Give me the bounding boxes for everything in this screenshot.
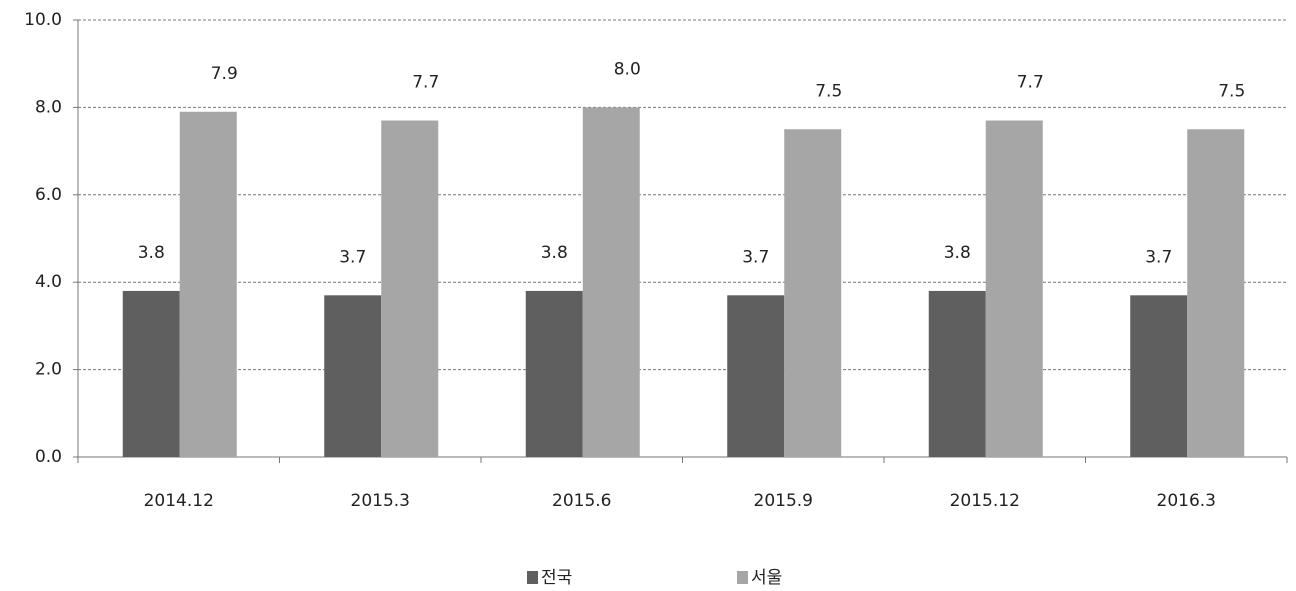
data-label: 8.0 xyxy=(614,59,641,79)
bar xyxy=(985,120,1043,457)
bar xyxy=(582,107,640,458)
x-tick-label: 2015.6 xyxy=(552,491,611,511)
bar xyxy=(381,120,439,457)
y-tick-label: 6.0 xyxy=(35,185,62,205)
bar xyxy=(928,290,986,457)
data-label: 3.8 xyxy=(541,243,568,263)
x-tick-label: 2016.3 xyxy=(1157,491,1216,511)
legend-swatch xyxy=(527,571,538,584)
legend-label: 전국 xyxy=(541,568,572,588)
x-tick-label: 2015.9 xyxy=(754,491,813,511)
y-tick-label: 2.0 xyxy=(35,360,62,380)
data-label: 3.7 xyxy=(742,247,769,267)
data-label: 3.8 xyxy=(944,243,971,263)
bar xyxy=(179,111,237,458)
x-tick-label: 2015.3 xyxy=(351,491,410,511)
data-label: 7.5 xyxy=(815,81,842,101)
data-label: 7.7 xyxy=(1017,73,1044,93)
bar xyxy=(525,290,583,457)
y-tick-label: 8.0 xyxy=(35,97,62,117)
y-tick-label: 10.0 xyxy=(24,10,62,30)
y-tick-label: 0.0 xyxy=(35,447,62,467)
bar xyxy=(1130,295,1188,457)
data-label: 7.7 xyxy=(412,73,439,93)
data-label: 7.5 xyxy=(1218,81,1245,101)
bar xyxy=(122,290,180,457)
legend-swatch xyxy=(737,571,748,584)
data-label: 3.7 xyxy=(339,247,366,267)
bar xyxy=(784,129,842,457)
x-tick-label: 2014.12 xyxy=(144,491,214,511)
bar xyxy=(324,295,382,457)
y-tick-label: 4.0 xyxy=(35,272,62,292)
data-label: 7.9 xyxy=(211,64,238,84)
bar xyxy=(1187,129,1245,457)
x-tick-label: 2015.12 xyxy=(950,491,1020,511)
data-label: 3.8 xyxy=(138,243,165,263)
legend-label: 서울 xyxy=(751,568,782,588)
data-label: 3.7 xyxy=(1145,247,1172,267)
bar xyxy=(727,295,785,457)
